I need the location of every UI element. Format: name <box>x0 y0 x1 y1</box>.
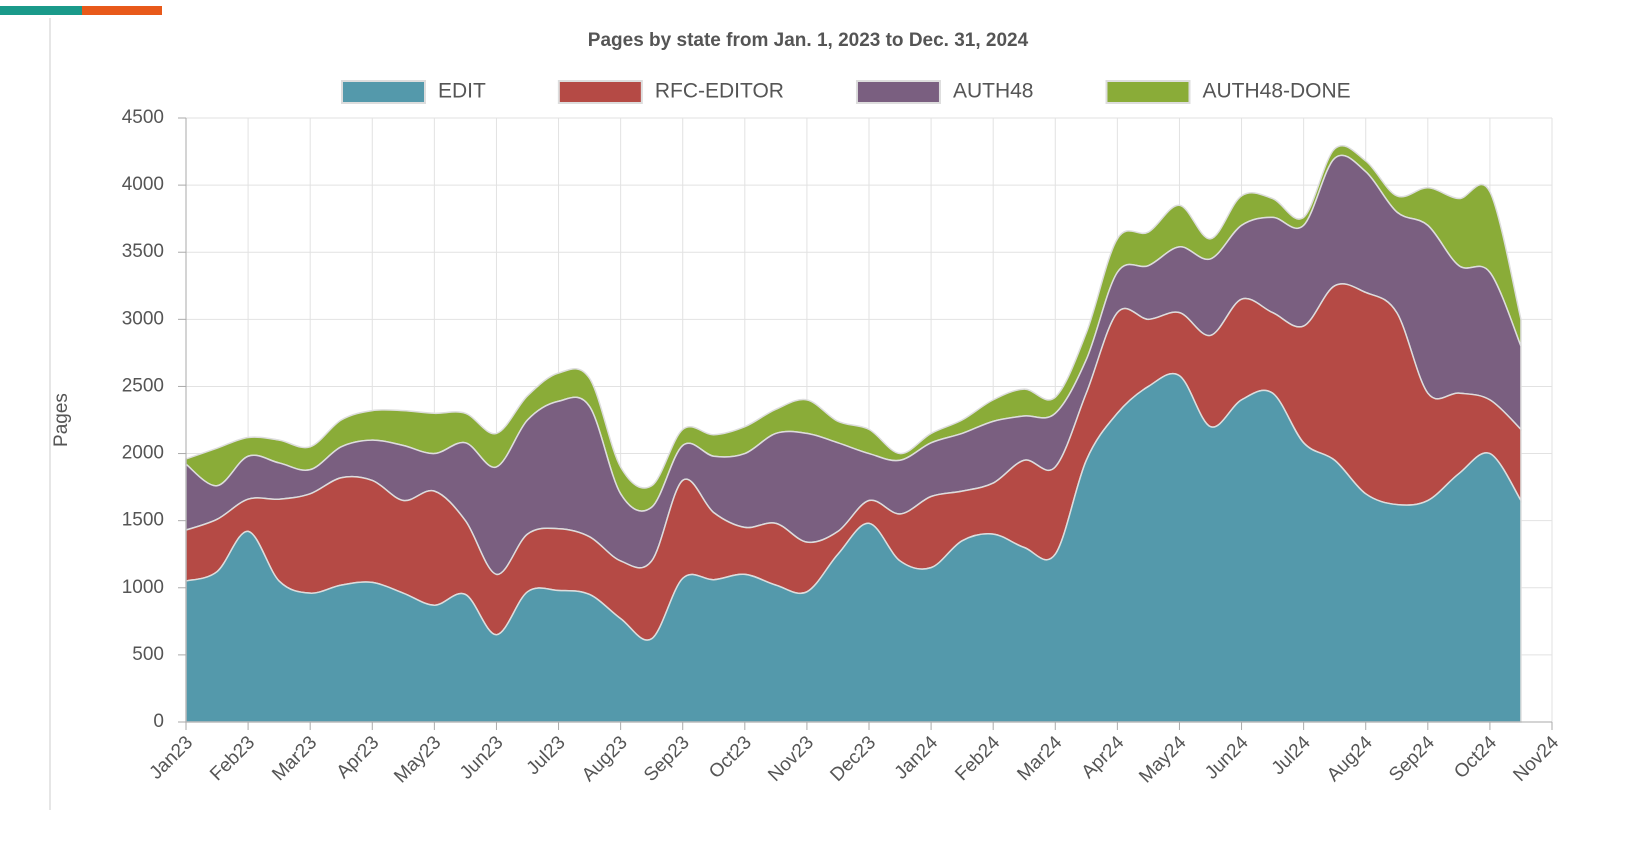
x-tick-label: Apr23 <box>333 732 384 783</box>
x-tick-label: Aug23 <box>578 732 632 786</box>
y-tick-label: 500 <box>132 644 164 665</box>
x-tick-label: Feb23 <box>206 732 259 785</box>
x-tick-label: Sep23 <box>640 732 694 786</box>
x-tick-label: Jan23 <box>146 732 197 783</box>
x-tick-label: Aug24 <box>1323 732 1377 786</box>
y-axis-label: Pages <box>51 393 72 447</box>
legend-label: AUTH48 <box>953 80 1034 103</box>
legend-swatch <box>557 80 643 104</box>
x-tick-label: Oct23 <box>705 732 756 783</box>
x-tick-label: Sep24 <box>1385 732 1439 786</box>
x-tick-label: Dec23 <box>826 732 880 786</box>
chart-title: Pages by state from Jan. 1, 2023 to Dec.… <box>588 30 1029 51</box>
y-tick-label: 4500 <box>122 107 164 128</box>
x-tick-label: Feb24 <box>951 732 1004 785</box>
legend-label: RFC-EDITOR <box>655 80 784 103</box>
accent-bar <box>82 6 162 15</box>
x-tick-label: Jun23 <box>456 732 507 783</box>
y-tick-label: 3000 <box>122 308 164 329</box>
x-tick-label: Jul23 <box>523 732 570 779</box>
x-tick-label: Jan24 <box>891 732 943 784</box>
x-tick-label: Oct24 <box>1450 732 1501 783</box>
x-tick-label: Mar23 <box>268 732 321 785</box>
x-tick-label: Nov24 <box>1509 732 1563 786</box>
y-tick-label: 1500 <box>122 510 164 531</box>
legend-swatch <box>855 80 941 104</box>
x-tick-label: Mar24 <box>1013 732 1066 785</box>
x-tick-label: Nov23 <box>764 732 818 786</box>
y-tick-label: 3500 <box>122 241 164 262</box>
x-tick-label: May23 <box>390 732 445 787</box>
x-tick-label: Apr24 <box>1078 732 1129 783</box>
y-tick-label: 4000 <box>122 174 164 195</box>
y-tick-label: 2000 <box>122 443 164 464</box>
x-tick-label: Jun24 <box>1201 732 1253 784</box>
y-tick-label: 2500 <box>122 375 164 396</box>
y-tick-label: 0 <box>153 711 164 732</box>
x-tick-label: May24 <box>1135 732 1190 787</box>
legend-label: AUTH48-DONE <box>1202 80 1350 103</box>
legend-swatch <box>1105 80 1191 104</box>
y-tick-label: 1000 <box>122 577 164 598</box>
accent-bar <box>0 6 82 15</box>
legend-label: EDIT <box>438 80 486 103</box>
x-tick-label: Jul24 <box>1268 732 1315 779</box>
legend-swatch <box>341 80 426 104</box>
